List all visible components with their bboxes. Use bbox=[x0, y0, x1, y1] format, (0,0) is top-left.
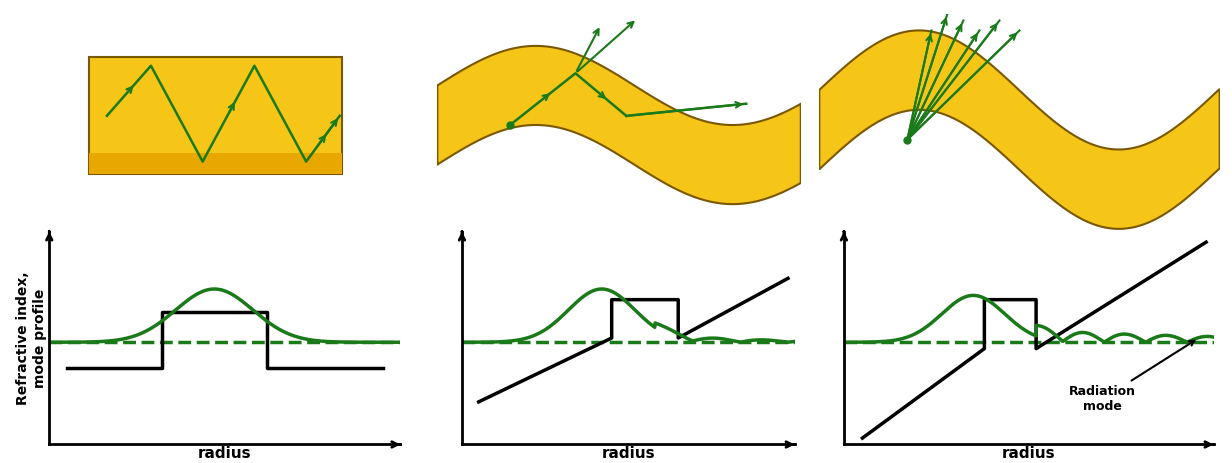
Y-axis label: Refractive index,
mode profile: Refractive index, mode profile bbox=[16, 271, 47, 405]
FancyBboxPatch shape bbox=[89, 57, 342, 174]
X-axis label: radius: radius bbox=[1002, 446, 1056, 461]
Polygon shape bbox=[819, 31, 1220, 229]
X-axis label: radius: radius bbox=[601, 446, 655, 461]
X-axis label: radius: radius bbox=[198, 446, 251, 461]
Polygon shape bbox=[437, 46, 801, 204]
Text: Radiation
mode: Radiation mode bbox=[1069, 341, 1195, 413]
FancyBboxPatch shape bbox=[89, 153, 342, 174]
